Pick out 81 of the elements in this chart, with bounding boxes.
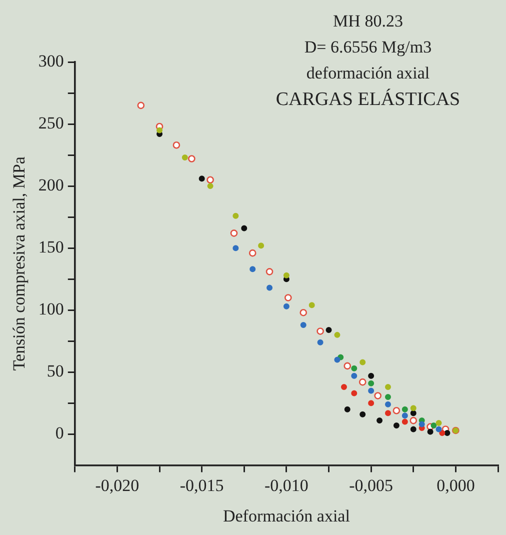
point: [188, 155, 196, 162]
point: [410, 405, 416, 412]
point: [283, 272, 290, 278]
point: [402, 412, 408, 419]
y-tick-label: 150: [38, 238, 64, 257]
x-tick-label: -0,015: [180, 476, 224, 495]
point: [436, 426, 442, 432]
x-tick-label: -0,005: [349, 476, 394, 495]
point: [376, 418, 383, 424]
x-tick-label: 0,000: [436, 476, 475, 495]
y-tick-label: 250: [38, 114, 64, 132]
point: [384, 410, 391, 416]
y-axis-title: Tensión compresiva axial, MPa: [10, 156, 29, 371]
point: [284, 294, 292, 302]
point: [300, 308, 308, 316]
point: [230, 230, 238, 237]
point: [384, 401, 391, 408]
point: [444, 430, 450, 436]
point: [410, 426, 416, 432]
point: [430, 422, 437, 428]
point: [326, 326, 332, 333]
point: [241, 225, 248, 232]
point: [206, 176, 214, 184]
point: [137, 102, 145, 110]
point: [358, 378, 366, 386]
point: [182, 154, 188, 161]
point: [368, 400, 374, 406]
point: [351, 372, 358, 379]
point: [402, 406, 408, 412]
point: [334, 356, 340, 363]
point: [156, 127, 163, 134]
point: [317, 339, 324, 346]
point: [402, 418, 408, 425]
point: [300, 322, 306, 328]
point: [266, 268, 274, 276]
point: [232, 245, 239, 252]
text: MH 80.23: [333, 11, 403, 30]
point: [283, 303, 290, 310]
point: [250, 266, 256, 272]
point: [351, 390, 358, 396]
point: [248, 249, 256, 257]
point: [344, 362, 352, 370]
point: [368, 372, 374, 379]
point: [384, 394, 391, 400]
text: D= 6.6556 Mg/m3: [304, 37, 432, 56]
point: [360, 359, 366, 366]
point: [258, 242, 264, 249]
point: [334, 332, 340, 338]
point: [418, 421, 425, 428]
annotation: deformación axial: [306, 63, 430, 82]
point: [436, 420, 442, 426]
y-tick-label: 0: [55, 424, 64, 443]
point: [232, 212, 239, 219]
y-tick-label: 200: [38, 176, 64, 195]
point: [410, 416, 418, 424]
y-tick-label: 300: [38, 51, 64, 70]
point: [384, 384, 391, 390]
point: [344, 406, 350, 412]
annotation: CARGAS ELÁSTICAS: [276, 88, 460, 110]
point: [351, 365, 358, 372]
point: [360, 411, 366, 418]
point: [392, 406, 400, 414]
x-tick-label: -0,010: [264, 476, 308, 495]
y-tick-label: 100: [38, 300, 64, 319]
point: [427, 428, 434, 435]
point: [198, 176, 205, 182]
y-tick-label: 50: [46, 362, 64, 381]
point: [172, 141, 180, 149]
point: [439, 430, 446, 436]
x-tick-label: -0,020: [95, 476, 140, 495]
point: [316, 328, 324, 335]
point: [393, 422, 400, 428]
point: [340, 384, 347, 390]
point: [207, 183, 214, 190]
point: [308, 302, 315, 308]
point: [374, 392, 382, 400]
point: [410, 410, 416, 416]
point: [266, 284, 273, 291]
x-axis-title: Deformación axial: [222, 506, 350, 526]
point: [368, 388, 374, 394]
point: [368, 380, 374, 386]
